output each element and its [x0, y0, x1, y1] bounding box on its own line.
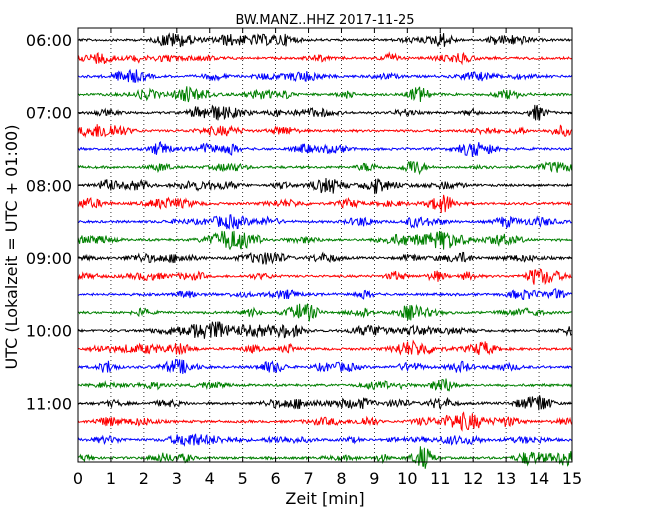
x-tick-label-6: 6 — [271, 469, 281, 488]
trace-row-22 — [77, 433, 572, 447]
x-tick-label-8: 8 — [336, 469, 346, 488]
trace-row-7 — [77, 160, 573, 176]
trace-row-1 — [77, 51, 572, 66]
x-axis-ticks: 0 1 2 3 4 5 6 7 8 9 10 11 12 13 14 15 — [73, 28, 582, 488]
x-tick-label-2: 2 — [139, 469, 149, 488]
trace-row-4 — [77, 104, 572, 121]
x-tick-label-13: 13 — [496, 469, 516, 488]
trace-row-23 — [77, 446, 573, 469]
x-tick-label-1: 1 — [106, 469, 116, 488]
trace-row-3 — [77, 86, 572, 103]
y-tick-label-2: 08:00 — [26, 176, 72, 195]
trace-row-21 — [77, 411, 573, 432]
trace-row-20 — [77, 395, 572, 411]
x-tick-label-10: 10 — [397, 469, 417, 488]
trace-row-16 — [77, 321, 572, 339]
trace-row-5 — [77, 124, 573, 139]
trace-row-6 — [77, 140, 572, 157]
trace-row-9 — [77, 194, 572, 214]
trace-row-13 — [77, 268, 572, 286]
trace-row-18 — [77, 358, 573, 374]
y-axis-ticks: 06:00 07:00 08:00 09:00 10:00 11:00 — [26, 31, 572, 413]
y-tick-label-1: 07:00 — [26, 104, 72, 123]
x-tick-label-4: 4 — [205, 469, 215, 488]
x-axis-label: Zeit [min] — [285, 489, 364, 508]
y-tick-label-0: 06:00 — [26, 31, 72, 50]
x-tick-label-5: 5 — [238, 469, 248, 488]
x-tick-label-3: 3 — [172, 469, 182, 488]
y-tick-label-4: 10:00 — [26, 322, 72, 341]
y-tick-label-5: 11:00 — [26, 394, 72, 413]
trace-row-0 — [77, 32, 572, 48]
trace-row-8 — [77, 178, 572, 195]
seismogram-traces — [77, 32, 573, 469]
trace-row-17 — [77, 339, 572, 356]
trace-row-11 — [77, 230, 572, 251]
trace-row-10 — [77, 214, 572, 230]
x-tick-label-12: 12 — [463, 469, 483, 488]
chart-title: BW.MANZ..HHZ 2017-11-25 — [235, 13, 414, 28]
x-tick-label-14: 14 — [529, 469, 549, 488]
trace-row-12 — [77, 251, 573, 265]
trace-row-15 — [77, 303, 572, 322]
x-tick-label-7: 7 — [303, 469, 313, 488]
x-tick-label-0: 0 — [73, 469, 83, 488]
y-axis-label: UTC (Lokalzeit = UTC + 01:00) — [2, 125, 21, 370]
trace-row-19 — [77, 378, 573, 392]
x-tick-label-9: 9 — [369, 469, 379, 488]
y-tick-label-3: 09:00 — [26, 249, 72, 268]
trace-row-14 — [77, 288, 572, 301]
x-tick-label-11: 11 — [430, 469, 450, 488]
trace-row-2 — [77, 68, 573, 84]
plot-frame — [77, 27, 573, 463]
x-tick-label-15: 15 — [562, 469, 582, 488]
